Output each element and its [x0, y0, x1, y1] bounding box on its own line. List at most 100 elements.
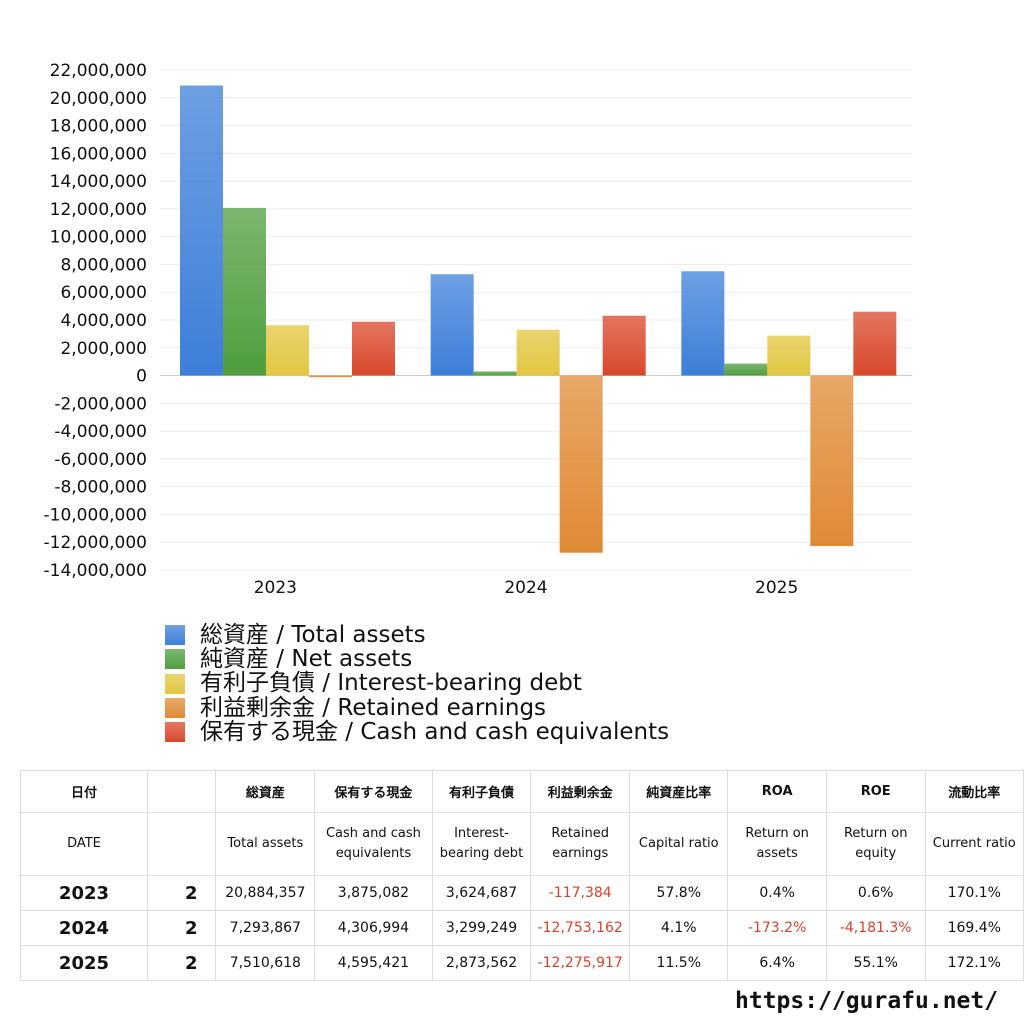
legend: 総資産 / Total assets 純資産 / Net assets 有利子負債 … — [165, 623, 669, 744]
table-row: 2023 2 20,884,357 3,875,082 3,624,687 -117,38… — [20, 875, 1024, 911]
table-cell: 6.4% — [727, 945, 827, 981]
table-cell: Current ratio — [924, 812, 1024, 876]
table-cell: 保有する現金 — [314, 770, 433, 813]
y-tick-label: 22,000,000 — [50, 61, 147, 81]
legend-item: 利益剰余金 / Retained earnings — [165, 694, 669, 721]
legend-swatch — [165, 697, 185, 718]
legend-swatch — [165, 625, 185, 646]
table-cell: 4,306,994 — [314, 910, 433, 946]
bar-2025-series-3 — [810, 375, 854, 547]
y-tick-label: 14,000,000 — [50, 172, 147, 192]
y-tick-label: -8,000,000 — [54, 478, 147, 498]
table-cell: Return on assets — [727, 812, 827, 876]
table-cell: 11.5% — [629, 945, 729, 981]
bar-2025-series-2 — [767, 335, 811, 376]
table-cell: 総資産 — [215, 770, 316, 813]
y-tick-label: -10,000,000 — [44, 505, 147, 525]
table-cell: 7,293,867 — [215, 910, 316, 946]
table-cell: 2,873,562 — [431, 945, 532, 981]
y-tick-label: 20,000,000 — [50, 89, 147, 109]
legend-label: 純資産 / Net assets — [200, 646, 413, 673]
table-cell: 4,595,421 — [314, 945, 433, 981]
table-cell: -173.2% — [727, 910, 827, 946]
table-cell — [146, 770, 217, 813]
table-cell: 172.1% — [924, 945, 1024, 981]
table-row: 2024 2 7,293,867 4,306,994 3,299,249 -12,753,… — [20, 910, 1024, 946]
y-tick-label: -4,000,000 — [54, 422, 147, 442]
table-cell: 57.8% — [629, 875, 729, 911]
table-cell: 169.4% — [924, 910, 1024, 946]
legend-label: 保有する現金 / Cash and cash equivalents — [200, 718, 670, 745]
legend-item: 有利子負債 / Interest-bearing debt — [165, 671, 669, 696]
table-cell: ROE — [825, 770, 926, 813]
legend-swatch — [165, 673, 185, 694]
table-cell: -12,753,162 — [530, 910, 631, 946]
table-cell: -12,275,917 — [530, 945, 631, 981]
bar-2023-series-1 — [223, 207, 266, 376]
bar-2024-series-3 — [559, 375, 603, 553]
legend-item: 純資産 / Net assets — [165, 647, 669, 671]
table-row: 日付 総資産 保有する現金 有利子負債 利益剰余金 純資産比率 ROA ROE 流動比率 — [20, 770, 1024, 813]
bar-chart: 22,000,000 20,000,000 18,000,000 16,000,000… — [44, 61, 912, 598]
table-cell: 日付 — [20, 770, 148, 813]
table-cell: 7,510,618 — [215, 945, 316, 981]
table-cell: Cash and cash equivalents — [314, 812, 433, 876]
legend-label: 利益剰余金 / Retained earnings — [200, 694, 547, 721]
y-tick-label: 18,000,000 — [50, 117, 147, 137]
table-cell: Return on equity — [825, 812, 926, 876]
table-cell — [146, 812, 217, 876]
financial-table: 日付 総資産 保有する現金 有利子負債 利益剰余金 純資産比率 ROA ROE 流動比率 DATE… — [20, 770, 1024, 981]
table-cell: 2 — [146, 910, 217, 946]
table-cell: 0.4% — [727, 875, 827, 911]
table-cell: 2023 — [20, 875, 148, 911]
table-cell: Interest-bearing debt — [431, 812, 532, 876]
y-tick-label: 2,000,000 — [60, 339, 147, 359]
bar-2025-series-0 — [681, 271, 725, 376]
table-cell: 0.6% — [825, 875, 926, 911]
bar-2023-series-3 — [309, 375, 352, 378]
table-cell: 2 — [146, 875, 217, 911]
table-row: 2025 2 7,510,618 4,595,421 2,873,562 -12,275,… — [20, 945, 1024, 981]
x-tick-label: 2023 — [254, 578, 297, 598]
site-url[interactable]: https://gurafu.net/ — [735, 988, 999, 1014]
table-cell: -117,384 — [530, 875, 631, 911]
table-cell: 利益剰余金 — [530, 770, 631, 813]
legend-item: 総資産 / Total assets — [165, 623, 669, 647]
table-cell: 2025 — [20, 945, 148, 981]
table-cell: 3,875,082 — [314, 875, 433, 911]
legend-item: 保有する現金 / Cash and cash equivalents — [165, 720, 669, 744]
x-tick-label: 2024 — [504, 578, 547, 598]
bar-2024-series-4 — [602, 315, 646, 376]
table-cell: ROA — [727, 770, 827, 813]
table-cell: 20,884,357 — [215, 875, 316, 911]
bar-2024-series-1 — [473, 371, 517, 376]
bar-2024-series-2 — [516, 329, 560, 376]
table-cell: Total assets — [215, 812, 316, 876]
y-tick-label: 8,000,000 — [60, 255, 147, 275]
bar-2023-series-4 — [352, 321, 395, 376]
table-cell: 純資産比率 — [629, 770, 729, 813]
x-tick-label: 2025 — [755, 578, 798, 598]
table-cell: 170.1% — [924, 875, 1024, 911]
y-tick-label: -2,000,000 — [54, 394, 147, 414]
legend-swatch — [165, 649, 185, 670]
table-cell: 3,299,249 — [431, 910, 532, 946]
legend-swatch — [165, 721, 185, 742]
y-tick-label: -6,000,000 — [54, 450, 147, 470]
table-cell: 55.1% — [825, 945, 926, 981]
y-tick-label: 10,000,000 — [50, 228, 147, 248]
y-tick-label: -12,000,000 — [44, 533, 147, 553]
bar-2023-series-2 — [266, 325, 309, 376]
table-cell: 有利子負債 — [431, 770, 532, 813]
table-row: DATE Total assets Cash and cash equivalent… — [20, 812, 1024, 876]
bar-2023-series-0 — [180, 85, 223, 376]
y-tick-label: 16,000,000 — [50, 144, 147, 164]
table-cell: 4.1% — [629, 910, 729, 946]
table-cell: 流動比率 — [924, 770, 1024, 813]
table-cell: 2024 — [20, 910, 148, 946]
y-tick-label: 12,000,000 — [50, 200, 147, 220]
bar-2025-series-4 — [853, 311, 897, 376]
y-tick-label: 4,000,000 — [60, 311, 147, 331]
bar-2025-series-1 — [724, 363, 768, 376]
y-tick-label: -14,000,000 — [44, 561, 147, 581]
